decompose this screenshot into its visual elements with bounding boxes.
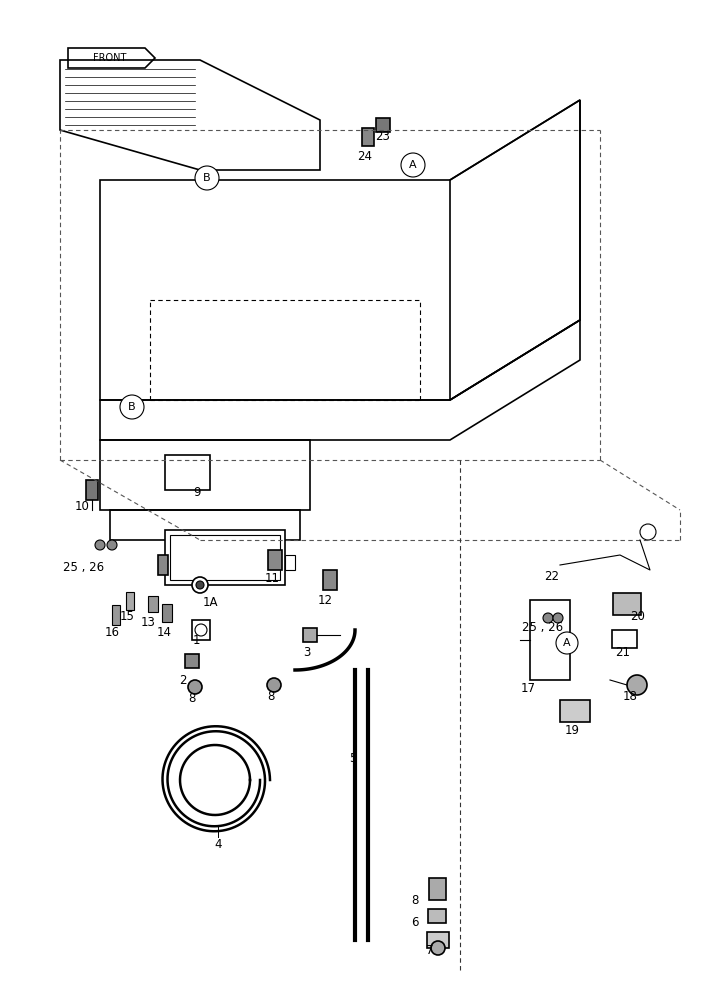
Bar — [268, 550, 282, 570]
Circle shape — [553, 613, 563, 623]
Text: A: A — [563, 638, 571, 648]
Text: 16: 16 — [104, 626, 120, 639]
Bar — [192, 620, 210, 640]
Bar — [165, 455, 210, 490]
Circle shape — [627, 675, 647, 695]
Bar — [560, 700, 590, 722]
Text: 19: 19 — [564, 724, 580, 736]
Bar — [428, 909, 446, 923]
Circle shape — [120, 395, 144, 419]
Bar — [185, 654, 199, 668]
Circle shape — [401, 153, 425, 177]
Text: A: A — [409, 160, 417, 170]
Text: 13: 13 — [140, 615, 156, 629]
Circle shape — [267, 678, 281, 692]
Bar — [612, 630, 637, 648]
Text: 6: 6 — [411, 916, 419, 928]
Text: 25 , 26: 25 , 26 — [63, 562, 104, 574]
Text: 20: 20 — [631, 610, 645, 624]
Bar — [112, 605, 120, 625]
Circle shape — [195, 166, 219, 190]
Text: 17: 17 — [521, 682, 536, 694]
Circle shape — [556, 632, 578, 654]
Circle shape — [640, 524, 656, 540]
Circle shape — [107, 540, 117, 550]
Text: 8: 8 — [267, 690, 275, 704]
Circle shape — [196, 581, 204, 589]
Text: 1: 1 — [192, 634, 199, 647]
Circle shape — [95, 540, 105, 550]
Bar — [86, 480, 98, 500]
Bar — [530, 600, 570, 680]
Text: 14: 14 — [156, 626, 171, 639]
Text: 8: 8 — [411, 894, 419, 906]
Circle shape — [188, 680, 202, 694]
Bar — [323, 570, 337, 590]
Bar — [376, 118, 390, 132]
Text: 3: 3 — [303, 646, 311, 658]
Text: 4: 4 — [215, 838, 222, 852]
Text: 24: 24 — [358, 150, 372, 163]
Circle shape — [543, 613, 553, 623]
Bar — [158, 555, 168, 575]
Circle shape — [195, 624, 207, 636]
Text: 7: 7 — [426, 944, 433, 956]
Text: B: B — [128, 402, 136, 412]
Text: 8: 8 — [189, 692, 196, 704]
Circle shape — [192, 577, 208, 593]
Bar — [285, 555, 295, 570]
Bar — [165, 530, 285, 585]
Text: FRONT: FRONT — [94, 53, 127, 63]
Bar — [170, 535, 280, 580]
Text: 2: 2 — [179, 674, 186, 686]
Text: 12: 12 — [318, 593, 333, 606]
Bar — [126, 592, 134, 610]
Bar — [148, 596, 158, 612]
Bar — [162, 604, 172, 622]
Text: 5: 5 — [349, 752, 356, 764]
Text: 11: 11 — [264, 572, 279, 584]
Bar — [427, 932, 449, 948]
Text: 9: 9 — [193, 486, 201, 498]
Circle shape — [431, 941, 445, 955]
Text: 21: 21 — [616, 647, 631, 660]
Text: B: B — [203, 173, 211, 183]
Bar — [362, 128, 374, 146]
Bar — [429, 878, 446, 900]
Bar — [303, 628, 317, 642]
Text: 25 , 26: 25 , 26 — [523, 621, 564, 635]
Text: 23: 23 — [376, 129, 390, 142]
Text: 15: 15 — [120, 610, 135, 624]
Text: 10: 10 — [75, 499, 89, 512]
Text: 1A: 1A — [202, 595, 217, 608]
Text: 22: 22 — [544, 570, 559, 584]
Text: 18: 18 — [623, 690, 637, 704]
Bar — [613, 593, 641, 615]
